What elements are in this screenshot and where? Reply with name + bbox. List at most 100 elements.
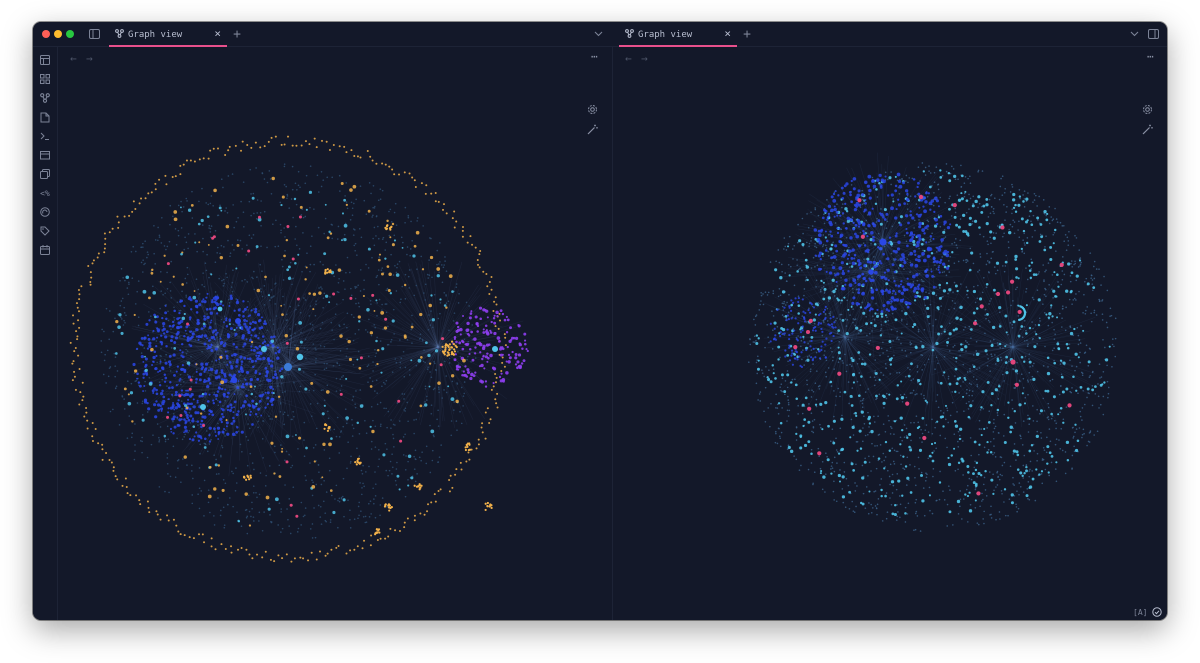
graph-node — [454, 344, 457, 347]
graph-node — [159, 392, 164, 396]
graph-node — [913, 421, 915, 424]
graph-node — [1011, 225, 1014, 228]
magic-wand-icon[interactable] — [586, 123, 598, 135]
graph-node — [399, 339, 401, 341]
close-tab-icon[interactable]: × — [724, 27, 731, 40]
graph-node — [937, 406, 940, 409]
terminal-icon[interactable] — [39, 130, 51, 142]
graph-node — [420, 182, 423, 185]
graph-node — [948, 350, 951, 352]
graph-node — [330, 321, 333, 324]
toggle-right-sidebar-icon[interactable] — [1146, 27, 1160, 41]
graph-node — [497, 339, 501, 343]
chevron-down-icon[interactable] — [1128, 28, 1140, 40]
percent-icon[interactable]: <% — [40, 188, 50, 198]
graph-node — [389, 292, 392, 295]
graph-node — [873, 319, 876, 321]
new-tab-button[interactable]: + — [743, 26, 751, 42]
pane-divider[interactable] — [612, 47, 613, 620]
graph-node — [437, 425, 440, 427]
graph-node — [132, 362, 136, 367]
graph-node — [977, 523, 980, 526]
graph-node — [164, 292, 166, 295]
copy-icon[interactable] — [39, 168, 51, 180]
graph-node — [484, 411, 487, 414]
more-options-button[interactable]: ⋯ — [591, 50, 599, 63]
graph-node — [829, 347, 832, 349]
forward-button[interactable]: → — [86, 52, 93, 65]
gear-icon[interactable] — [1141, 103, 1153, 115]
graph-node — [193, 435, 196, 438]
graph-node — [158, 178, 161, 181]
graph-node — [261, 341, 265, 345]
graph-node — [150, 347, 154, 352]
graph-node — [209, 149, 212, 152]
forward-button[interactable]: → — [641, 52, 648, 65]
graph-node — [222, 344, 226, 348]
tab-graph-view-left[interactable]: Graph view × — [109, 25, 227, 47]
more-options-button[interactable]: ⋯ — [1147, 50, 1155, 63]
chevron-down-icon[interactable] — [592, 28, 604, 40]
grid-icon[interactable] — [39, 73, 51, 85]
gear-icon[interactable] — [586, 103, 598, 115]
graph-node — [866, 334, 868, 337]
graph-node — [459, 355, 462, 358]
graph-icon[interactable] — [39, 92, 51, 104]
graph-node — [216, 390, 220, 393]
file-icon[interactable] — [39, 111, 51, 123]
graph-node — [966, 521, 969, 523]
graph-node — [229, 294, 233, 298]
graph-node — [995, 518, 997, 521]
graph-node — [861, 406, 864, 409]
close-tab-icon[interactable]: × — [214, 27, 221, 40]
graph-node — [266, 246, 268, 249]
graph-node — [1002, 347, 1004, 350]
back-button[interactable]: ← — [70, 52, 77, 65]
graph-node — [1032, 327, 1034, 330]
graph-node — [350, 149, 353, 152]
graph-node — [285, 319, 288, 321]
tag-icon[interactable] — [39, 225, 51, 237]
graph-node — [331, 176, 334, 179]
graph-node — [100, 340, 103, 342]
graph-node — [115, 319, 119, 324]
folder-icon[interactable] — [39, 149, 51, 161]
minimize-window-button[interactable] — [54, 30, 62, 38]
graph-node — [173, 217, 178, 222]
maximize-window-button[interactable] — [66, 30, 74, 38]
toggle-sidebar-icon[interactable] — [87, 27, 101, 41]
tab-graph-view-right[interactable]: Graph view × — [619, 25, 737, 47]
graph-canvas-left[interactable] — [58, 47, 612, 620]
graph-node — [231, 432, 236, 437]
graph-node — [349, 549, 352, 552]
back-button[interactable]: ← — [625, 52, 632, 65]
graph-node — [879, 444, 882, 446]
graph-node — [978, 453, 980, 456]
calendar-icon[interactable] — [39, 244, 51, 256]
graph-node — [157, 226, 159, 229]
graph-node — [144, 262, 146, 265]
graph-node — [884, 171, 887, 174]
graph-node — [239, 367, 243, 371]
graph-node — [188, 429, 191, 432]
magic-wand-icon[interactable] — [1141, 123, 1153, 135]
graph-node — [788, 235, 791, 238]
layout-icon[interactable] — [39, 54, 51, 66]
new-tab-button[interactable]: + — [233, 26, 241, 42]
graph-node — [227, 335, 230, 339]
close-window-button[interactable] — [42, 30, 50, 38]
graph-canvas-right[interactable] — [613, 47, 1167, 620]
graph-node — [253, 388, 256, 391]
graph-node — [890, 171, 892, 173]
graph-node — [985, 198, 989, 201]
graph-node — [228, 145, 231, 148]
audio-icon[interactable] — [39, 206, 51, 218]
graph-node — [217, 399, 219, 402]
graph-node — [318, 471, 320, 473]
graph-node — [212, 235, 216, 239]
graph-node — [806, 356, 809, 358]
graph-node — [335, 484, 338, 487]
graph-node — [367, 364, 370, 366]
graph-node — [274, 135, 277, 138]
graph-node — [959, 305, 963, 310]
